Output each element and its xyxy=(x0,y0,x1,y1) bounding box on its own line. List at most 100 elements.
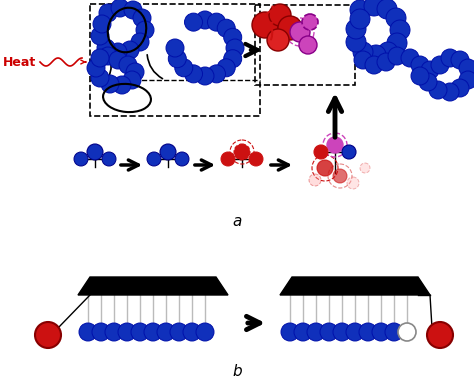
Circle shape xyxy=(183,323,201,341)
Circle shape xyxy=(421,61,439,79)
Circle shape xyxy=(320,323,338,341)
Circle shape xyxy=(401,49,419,67)
Circle shape xyxy=(307,323,325,341)
Circle shape xyxy=(281,323,299,341)
Circle shape xyxy=(226,39,244,57)
Circle shape xyxy=(184,13,202,31)
Circle shape xyxy=(278,16,302,40)
Circle shape xyxy=(317,160,333,176)
Circle shape xyxy=(385,323,403,341)
Circle shape xyxy=(93,15,111,33)
Circle shape xyxy=(427,322,453,348)
Circle shape xyxy=(333,323,351,341)
Circle shape xyxy=(342,145,356,159)
Circle shape xyxy=(208,13,226,31)
Circle shape xyxy=(109,43,127,61)
Text: Heat: Heat xyxy=(3,56,36,68)
Circle shape xyxy=(124,1,142,19)
Bar xyxy=(90,4,260,116)
Circle shape xyxy=(208,65,226,83)
Circle shape xyxy=(109,51,127,69)
Polygon shape xyxy=(280,277,430,295)
Circle shape xyxy=(196,67,214,85)
Circle shape xyxy=(160,144,176,160)
Circle shape xyxy=(267,29,289,51)
Circle shape xyxy=(92,323,110,341)
FancyArrowPatch shape xyxy=(109,54,111,77)
Circle shape xyxy=(87,59,105,77)
Circle shape xyxy=(269,4,291,26)
Circle shape xyxy=(459,59,474,77)
Circle shape xyxy=(144,323,162,341)
Circle shape xyxy=(91,69,109,87)
Circle shape xyxy=(350,9,370,29)
Circle shape xyxy=(360,163,370,173)
Circle shape xyxy=(101,75,119,93)
Circle shape xyxy=(290,22,310,42)
Circle shape xyxy=(365,56,383,74)
Circle shape xyxy=(459,71,474,89)
FancyArrowPatch shape xyxy=(264,6,277,16)
Circle shape xyxy=(249,152,263,166)
Circle shape xyxy=(184,65,202,83)
Circle shape xyxy=(359,323,377,341)
Circle shape xyxy=(131,323,149,341)
Circle shape xyxy=(387,33,407,53)
Circle shape xyxy=(347,177,359,189)
Text: a: a xyxy=(232,214,242,229)
Circle shape xyxy=(74,152,88,166)
Circle shape xyxy=(388,47,406,65)
Circle shape xyxy=(299,36,317,54)
Circle shape xyxy=(333,169,347,183)
Circle shape xyxy=(196,11,214,29)
Circle shape xyxy=(35,322,61,348)
Circle shape xyxy=(217,19,235,37)
Circle shape xyxy=(170,323,188,341)
FancyArrowPatch shape xyxy=(266,22,273,39)
Circle shape xyxy=(217,59,235,77)
Circle shape xyxy=(441,83,459,101)
Circle shape xyxy=(346,19,366,39)
Text: b: b xyxy=(232,364,242,378)
Circle shape xyxy=(390,20,410,40)
Circle shape xyxy=(102,152,116,166)
Circle shape xyxy=(175,152,189,166)
Circle shape xyxy=(451,51,469,69)
Circle shape xyxy=(79,323,97,341)
Circle shape xyxy=(105,323,123,341)
Circle shape xyxy=(431,56,449,74)
Circle shape xyxy=(327,137,343,153)
Circle shape xyxy=(224,28,242,46)
Bar xyxy=(255,5,355,85)
Circle shape xyxy=(168,50,186,68)
Circle shape xyxy=(350,0,370,20)
Circle shape xyxy=(302,14,318,30)
Circle shape xyxy=(294,323,312,341)
Circle shape xyxy=(119,56,137,74)
Circle shape xyxy=(91,27,109,45)
Circle shape xyxy=(126,63,144,81)
Circle shape xyxy=(366,45,386,65)
Circle shape xyxy=(147,152,161,166)
Circle shape xyxy=(118,323,136,341)
Circle shape xyxy=(411,56,429,74)
Circle shape xyxy=(131,33,149,51)
Circle shape xyxy=(419,73,437,91)
Circle shape xyxy=(372,323,390,341)
Circle shape xyxy=(429,81,447,99)
Circle shape xyxy=(99,4,117,22)
Circle shape xyxy=(411,67,429,85)
Circle shape xyxy=(346,32,366,52)
Circle shape xyxy=(99,47,117,65)
Circle shape xyxy=(175,59,193,77)
Circle shape xyxy=(377,53,395,71)
Circle shape xyxy=(87,144,103,160)
Circle shape xyxy=(386,8,406,28)
Circle shape xyxy=(314,145,328,159)
Circle shape xyxy=(224,50,242,68)
FancyArrowPatch shape xyxy=(147,55,163,79)
Circle shape xyxy=(441,49,459,67)
Circle shape xyxy=(121,41,139,59)
Circle shape xyxy=(364,0,384,16)
Circle shape xyxy=(234,144,250,160)
